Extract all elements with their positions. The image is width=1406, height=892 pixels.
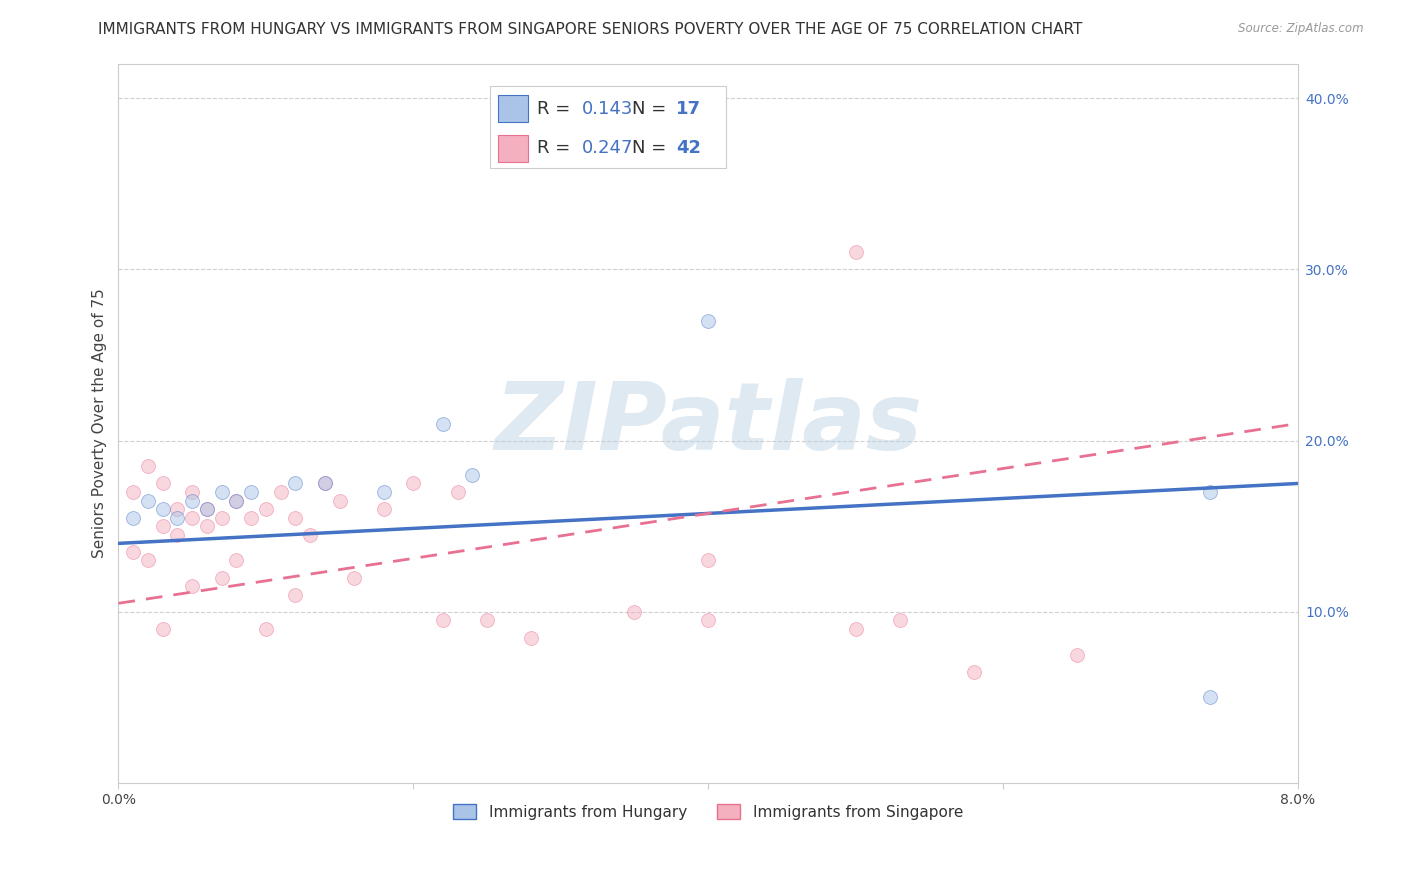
Point bbox=[623, 605, 645, 619]
Point bbox=[136, 459, 159, 474]
FancyBboxPatch shape bbox=[498, 135, 527, 161]
Point bbox=[152, 476, 174, 491]
Point bbox=[181, 493, 204, 508]
Point bbox=[284, 476, 307, 491]
Point bbox=[195, 519, 218, 533]
Point bbox=[314, 476, 336, 491]
Point bbox=[845, 245, 868, 260]
Point bbox=[122, 485, 145, 500]
Point bbox=[240, 485, 263, 500]
Point bbox=[475, 614, 498, 628]
Text: IMMIGRANTS FROM HUNGARY VS IMMIGRANTS FROM SINGAPORE SENIORS POVERTY OVER THE AG: IMMIGRANTS FROM HUNGARY VS IMMIGRANTS FR… bbox=[98, 22, 1083, 37]
Point bbox=[211, 485, 233, 500]
Legend: Immigrants from Hungary, Immigrants from Singapore: Immigrants from Hungary, Immigrants from… bbox=[447, 797, 969, 826]
Point bbox=[211, 571, 233, 585]
Point bbox=[845, 622, 868, 636]
Point bbox=[225, 493, 247, 508]
Point bbox=[122, 545, 145, 559]
Text: 0.247: 0.247 bbox=[582, 139, 634, 157]
Text: 17: 17 bbox=[676, 100, 702, 118]
Point bbox=[1066, 648, 1088, 662]
Point bbox=[697, 614, 720, 628]
Point bbox=[314, 476, 336, 491]
Point bbox=[520, 631, 543, 645]
Point bbox=[136, 493, 159, 508]
Point bbox=[446, 485, 468, 500]
Text: ZIPatlas: ZIPatlas bbox=[494, 377, 922, 469]
Point bbox=[432, 417, 454, 431]
Point bbox=[373, 502, 395, 516]
Text: R =: R = bbox=[537, 139, 576, 157]
FancyBboxPatch shape bbox=[498, 95, 527, 122]
Point bbox=[181, 485, 204, 500]
Point bbox=[299, 528, 322, 542]
Y-axis label: Seniors Poverty Over the Age of 75: Seniors Poverty Over the Age of 75 bbox=[93, 289, 107, 558]
Text: 42: 42 bbox=[676, 139, 702, 157]
Point bbox=[181, 510, 204, 524]
Point bbox=[284, 588, 307, 602]
Point bbox=[211, 510, 233, 524]
Point bbox=[432, 614, 454, 628]
Text: Source: ZipAtlas.com: Source: ZipAtlas.com bbox=[1239, 22, 1364, 36]
Point bbox=[284, 510, 307, 524]
Text: N =: N = bbox=[631, 139, 672, 157]
Point bbox=[152, 622, 174, 636]
Point bbox=[166, 528, 188, 542]
Point bbox=[195, 502, 218, 516]
Point bbox=[1198, 485, 1220, 500]
Text: R =: R = bbox=[537, 100, 576, 118]
Point bbox=[166, 502, 188, 516]
Point bbox=[181, 579, 204, 593]
Point bbox=[136, 553, 159, 567]
Point bbox=[152, 502, 174, 516]
Point bbox=[240, 510, 263, 524]
Point bbox=[166, 510, 188, 524]
Point bbox=[152, 519, 174, 533]
Point bbox=[889, 614, 911, 628]
Point bbox=[225, 553, 247, 567]
Point bbox=[254, 622, 277, 636]
Point bbox=[122, 510, 145, 524]
Point bbox=[697, 314, 720, 328]
Point bbox=[962, 665, 984, 679]
Text: N =: N = bbox=[631, 100, 672, 118]
Point bbox=[329, 493, 352, 508]
Point bbox=[402, 476, 425, 491]
Point bbox=[254, 502, 277, 516]
Point bbox=[343, 571, 366, 585]
Point bbox=[195, 502, 218, 516]
Point bbox=[373, 485, 395, 500]
Point bbox=[270, 485, 292, 500]
Point bbox=[461, 467, 484, 482]
Point bbox=[697, 553, 720, 567]
Text: 0.143: 0.143 bbox=[582, 100, 633, 118]
Point bbox=[1198, 690, 1220, 705]
Point bbox=[225, 493, 247, 508]
FancyBboxPatch shape bbox=[491, 86, 725, 169]
